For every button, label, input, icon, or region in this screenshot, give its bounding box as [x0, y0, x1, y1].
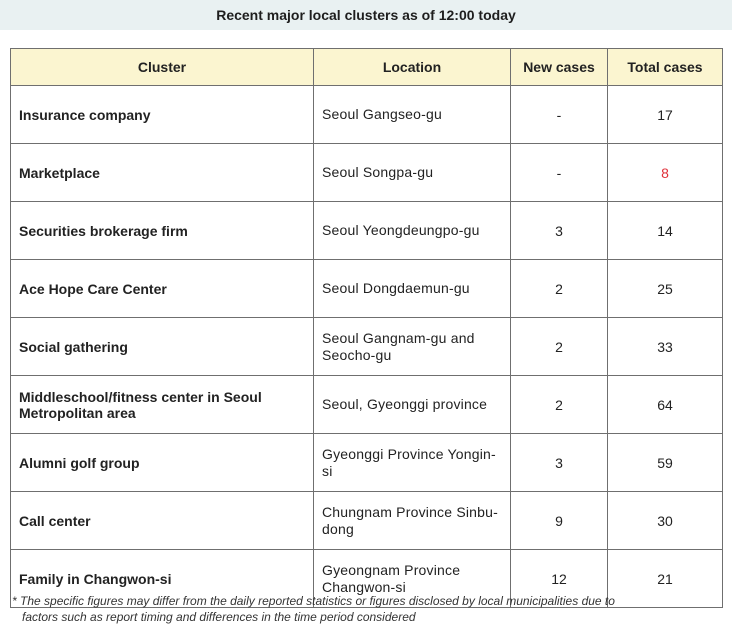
new-cases-cell: 3	[510, 201, 608, 260]
total-cases-cell: 33	[607, 317, 723, 376]
page-title-text: Recent major local clusters as of 12:00 …	[216, 7, 516, 23]
total-cases-cell: 64	[607, 375, 723, 434]
footnote-line-2: factors such as report timing and differ…	[22, 610, 416, 624]
total-cases-cell: 59	[607, 433, 723, 492]
location-cell: Seoul Songpa-gu	[313, 143, 511, 202]
new-cases-cell: 2	[510, 317, 608, 376]
cluster-cell: Family in Changwon-si	[10, 549, 314, 608]
table-row: Ace Hope Care Center Seoul Dongdaemun-gu 2…	[10, 259, 723, 318]
location-cell: Seoul, Gyeonggi province	[313, 375, 511, 434]
cluster-cell: Alumni golf group	[10, 433, 314, 492]
table-row: Call center Chungnam Province Sinbu-dong 9…	[10, 491, 723, 550]
clusters-table: Cluster Location New cases Total cases I…	[10, 48, 723, 608]
page-title: Recent major local clusters as of 12:00 …	[0, 0, 732, 30]
total-cases-cell: 17	[607, 85, 723, 144]
location-cell: Seoul Yeongdeungpo-gu	[313, 201, 511, 260]
table-row: Securities brokerage firm Seoul Yeongdeun…	[10, 201, 723, 260]
column-header-total-cases: Total cases	[607, 48, 723, 86]
table-row: Marketplace Seoul Songpa-gu -8	[10, 143, 723, 202]
location-cell: Gyeongnam Province Changwon-si	[313, 549, 511, 608]
total-cases-cell: 8	[607, 143, 723, 202]
total-cases-cell: 25	[607, 259, 723, 318]
new-cases-cell: 2	[510, 375, 608, 434]
location-cell: Chungnam Province Sinbu-dong	[313, 491, 511, 550]
total-cases-cell: 30	[607, 491, 723, 550]
location-cell: Gyeonggi Province Yongin-si	[313, 433, 511, 492]
column-header-new-cases: New cases	[510, 48, 608, 86]
cluster-cell: Ace Hope Care Center	[10, 259, 314, 318]
table-row: Middleschool/fitness center in Seoul Met…	[10, 375, 723, 434]
column-header-cluster: Cluster	[10, 48, 314, 86]
total-cases-cell: 21	[607, 549, 723, 608]
new-cases-cell: 12	[510, 549, 608, 608]
new-cases-cell: -	[510, 143, 608, 202]
cluster-cell: Call center	[10, 491, 314, 550]
cluster-cell: Securities brokerage firm	[10, 201, 314, 260]
new-cases-cell: 3	[510, 433, 608, 492]
total-cases-cell: 14	[607, 201, 723, 260]
table-body: Insurance company Seoul Gangseo-gu -17 Mark…	[10, 85, 723, 608]
footnote-line-1: * The specific figures may differ from t…	[12, 594, 615, 608]
table-row: Social gathering Seoul Gangnam-gu and Seo…	[10, 317, 723, 376]
footnote: * The specific figures may differ from t…	[12, 593, 717, 625]
table-row: Family in Changwon-si Gyeongnam Province …	[10, 549, 723, 608]
location-cell: Seoul Gangseo-gu	[313, 85, 511, 144]
table-header-row: Cluster Location New cases Total cases	[10, 48, 723, 86]
new-cases-cell: 2	[510, 259, 608, 318]
cluster-cell: Social gathering	[10, 317, 314, 376]
cluster-cell: Marketplace	[10, 143, 314, 202]
new-cases-cell: 9	[510, 491, 608, 550]
location-cell: Seoul Dongdaemun-gu	[313, 259, 511, 318]
location-cell: Seoul Gangnam-gu and Seocho-gu	[313, 317, 511, 376]
table-row: Alumni golf group Gyeonggi Province Yongi…	[10, 433, 723, 492]
table-row: Insurance company Seoul Gangseo-gu -17	[10, 85, 723, 144]
cluster-cell: Middleschool/fitness center in Seoul Met…	[10, 375, 314, 434]
new-cases-cell: -	[510, 85, 608, 144]
column-header-location: Location	[313, 48, 511, 86]
cluster-cell: Insurance company	[10, 85, 314, 144]
